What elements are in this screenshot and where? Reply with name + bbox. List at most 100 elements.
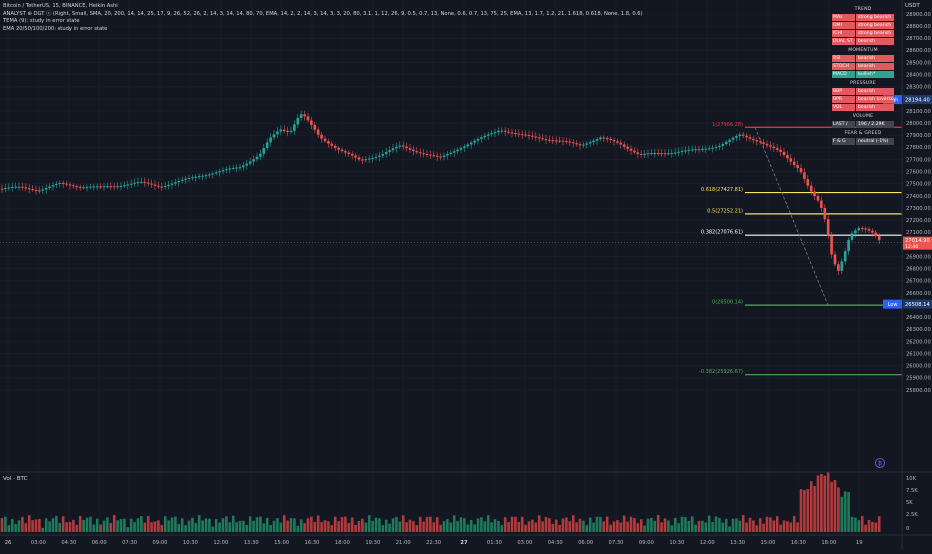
volume-bar <box>851 517 854 532</box>
volume-bar <box>45 518 48 532</box>
candle-body <box>358 157 361 159</box>
candle-body <box>637 152 640 153</box>
candle-body <box>429 155 432 156</box>
volume-bar <box>82 520 85 532</box>
price-tick-label: 27300.00 <box>906 206 931 212</box>
indicator-line-analyst[interactable]: ANALYST ⊕ DGT ⓒ (Right, Small, SMA, 20, … <box>3 11 643 19</box>
volume-bar <box>8 525 11 532</box>
candle-body <box>569 142 572 143</box>
volume-bar <box>779 525 782 532</box>
candle-body <box>735 136 738 138</box>
candle-body <box>405 147 408 148</box>
candle-body <box>327 141 330 143</box>
volume-bar <box>671 525 674 532</box>
candle-body <box>718 146 721 147</box>
panel-row-value: bearish <box>856 88 894 95</box>
candle-body <box>854 230 857 233</box>
panel-row-value: bearish <box>856 104 894 111</box>
candle-body <box>484 136 487 138</box>
volume-bar <box>42 528 45 532</box>
candle-body <box>824 208 827 219</box>
candle-body <box>582 145 585 146</box>
candle-body <box>436 156 439 157</box>
indicator-line-ema[interactable]: EMA 20/50/100/200: study in error state <box>3 26 643 34</box>
volume-bar <box>412 521 415 532</box>
candle-body <box>555 140 558 141</box>
volume-bar <box>232 516 235 532</box>
candle-body <box>725 142 728 144</box>
volume-bar <box>562 519 565 532</box>
time-tick-label: 27 <box>460 540 468 546</box>
volume-bar <box>382 525 385 532</box>
candle-body <box>858 228 861 230</box>
candle-body <box>752 139 755 140</box>
candle-body <box>800 168 803 172</box>
volume-bar <box>334 517 337 532</box>
candle-body <box>161 187 164 188</box>
volume-bar <box>222 518 225 532</box>
last-price-countdown: 12:40 <box>905 244 918 250</box>
volume-bar <box>470 520 473 532</box>
volume-bar <box>640 519 643 532</box>
volume-bar <box>147 516 150 532</box>
volume-bar <box>110 523 113 532</box>
candle-body <box>290 131 293 132</box>
time-tick-label: 03:00 <box>517 540 532 546</box>
low-badge-label: Low <box>888 302 898 308</box>
candle-body <box>334 146 337 148</box>
volume-title[interactable]: Vol · BTC <box>3 476 28 482</box>
candle-body <box>263 148 266 154</box>
candle-body <box>793 162 796 165</box>
volume-bar <box>637 523 640 532</box>
price-tick-label: 26100.00 <box>906 351 931 357</box>
volume-bar <box>191 518 194 532</box>
candle-body <box>742 135 745 136</box>
time-tick-label: 01:30 <box>487 540 502 546</box>
candle-body <box>320 135 323 139</box>
candle-body <box>300 114 303 118</box>
time-tick-label: 22:30 <box>426 540 441 546</box>
price-tick-label: 27800.00 <box>906 145 931 151</box>
volume-bar <box>647 519 650 532</box>
candle-body <box>21 187 24 188</box>
volume-bar <box>348 523 351 532</box>
candle-body <box>552 140 555 141</box>
time-tick-label: 13:30 <box>244 540 259 546</box>
volume-bar <box>188 521 191 532</box>
indicator-line-tema[interactable]: TEMA (9): study in error state <box>3 18 643 26</box>
volume-bar <box>55 516 58 532</box>
candle-body <box>497 131 500 132</box>
volume-bar <box>643 526 646 532</box>
candle-body <box>4 188 7 189</box>
volume-bar <box>677 523 680 532</box>
candle-body <box>324 139 327 142</box>
volume-bar <box>589 518 592 532</box>
candle-body <box>674 153 677 154</box>
volume-bar <box>246 525 249 532</box>
volume-bar <box>674 518 677 532</box>
volume-bar <box>572 515 575 532</box>
candle-body <box>276 131 279 134</box>
panel-row-label: DMI <box>832 22 855 29</box>
candle-body <box>783 152 786 155</box>
candle-body <box>871 231 874 233</box>
panel-section-title: MOMENTUM <box>832 47 894 54</box>
volume-bar <box>759 518 762 532</box>
volume-bar <box>263 523 266 532</box>
symbol-line[interactable]: Bitcoin / TetherUS, 15, BINANCE, Heikin … <box>3 3 643 11</box>
time-tick-label: 03:00 <box>31 540 46 546</box>
candle-body <box>14 187 17 188</box>
volume-bar <box>864 525 867 532</box>
currency-label[interactable]: USDT <box>905 3 920 9</box>
volume-bar <box>480 517 483 532</box>
volume-bar <box>827 472 830 532</box>
volume-bar <box>660 522 663 532</box>
candle-body <box>42 190 45 191</box>
volume-bar <box>535 522 538 532</box>
volume-bar <box>667 521 670 532</box>
fib-label: 0.618(27427.81) <box>701 187 743 193</box>
volume-bar <box>725 519 728 532</box>
candle-body <box>514 133 517 134</box>
